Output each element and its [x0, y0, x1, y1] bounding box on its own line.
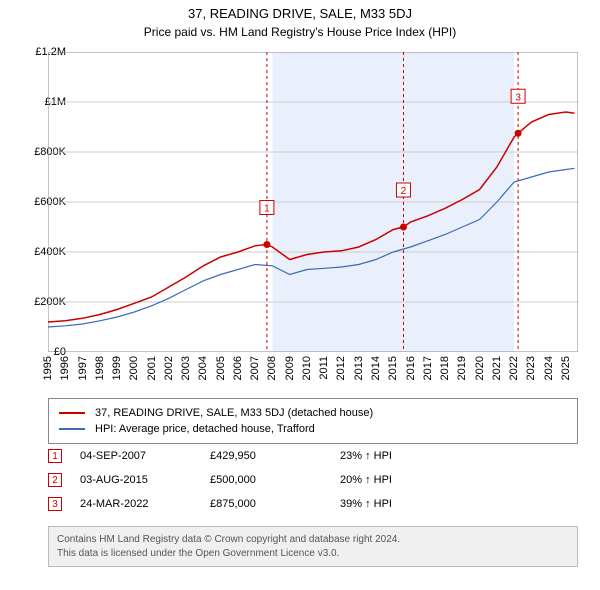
- event-price: £500,000: [210, 474, 340, 486]
- chart-subtitle: Price paid vs. HM Land Registry's House …: [0, 21, 600, 39]
- event-price: £429,950: [210, 450, 340, 462]
- table-row: 2 03-AUG-2015 £500,000 20% ↑ HPI: [48, 468, 578, 492]
- x-tick-label: 2003: [180, 356, 192, 380]
- x-tick-label: 2008: [266, 356, 278, 380]
- event-badge: 3: [48, 497, 62, 511]
- x-tick-label: 1999: [111, 356, 123, 380]
- legend-item: 37, READING DRIVE, SALE, M33 5DJ (detach…: [59, 405, 567, 421]
- event-price: £875,000: [210, 498, 340, 510]
- x-tick-label: 2007: [249, 356, 261, 380]
- x-tick-label: 2024: [543, 356, 555, 380]
- legend: 37, READING DRIVE, SALE, M33 5DJ (detach…: [48, 398, 578, 444]
- x-tick-label: 2014: [370, 356, 382, 380]
- x-tick-label: 2010: [301, 356, 313, 380]
- x-tick-label: 2013: [353, 356, 365, 380]
- svg-text:3: 3: [515, 92, 521, 103]
- svg-text:1: 1: [264, 204, 270, 215]
- x-tick-label: 2011: [318, 356, 330, 380]
- event-badge: 1: [48, 449, 62, 463]
- x-tick-label: 2012: [335, 356, 347, 380]
- table-row: 1 04-SEP-2007 £429,950 23% ↑ HPI: [48, 444, 578, 468]
- legend-swatch: [59, 428, 85, 430]
- x-tick-label: 2004: [197, 356, 209, 380]
- event-delta: 23% ↑ HPI: [340, 450, 470, 462]
- events-table: 1 04-SEP-2007 £429,950 23% ↑ HPI 2 03-AU…: [48, 444, 578, 516]
- x-tick-label: 2023: [525, 356, 537, 380]
- legend-label: HPI: Average price, detached house, Traf…: [95, 423, 315, 435]
- x-tick-label: 1997: [77, 356, 89, 380]
- x-tick-label: 1995: [42, 356, 54, 380]
- x-tick-label: 2017: [422, 356, 434, 380]
- x-tick-label: 2020: [474, 356, 486, 380]
- line-chart: 1 2 3: [48, 52, 578, 352]
- footer-line: This data is licensed under the Open Gov…: [57, 547, 569, 561]
- x-tick-label: 2018: [439, 356, 451, 380]
- event-delta: 20% ↑ HPI: [340, 474, 470, 486]
- x-tick-label: 2001: [146, 356, 158, 380]
- event-badge: 2: [48, 473, 62, 487]
- x-tick-label: 2016: [405, 356, 417, 380]
- x-tick-label: 2015: [387, 356, 399, 380]
- event-date: 04-SEP-2007: [80, 450, 210, 462]
- svg-text:2: 2: [401, 186, 407, 197]
- event-date: 03-AUG-2015: [80, 474, 210, 486]
- x-tick-label: 2019: [456, 356, 468, 380]
- table-row: 3 24-MAR-2022 £875,000 39% ↑ HPI: [48, 492, 578, 516]
- x-tick-label: 2000: [128, 356, 140, 380]
- x-tick-label: 2009: [284, 356, 296, 380]
- attribution-footer: Contains HM Land Registry data © Crown c…: [48, 526, 578, 567]
- x-tick-label: 2006: [232, 356, 244, 380]
- x-tick-label: 2025: [560, 356, 572, 380]
- event-date: 24-MAR-2022: [80, 498, 210, 510]
- x-tick-label: 1998: [94, 356, 106, 380]
- x-tick-label: 1996: [59, 356, 71, 380]
- x-tick-label: 2005: [215, 356, 227, 380]
- legend-swatch: [59, 412, 85, 414]
- legend-label: 37, READING DRIVE, SALE, M33 5DJ (detach…: [95, 407, 373, 419]
- footer-line: Contains HM Land Registry data © Crown c…: [57, 533, 569, 547]
- chart-container: 37, READING DRIVE, SALE, M33 5DJ Price p…: [0, 0, 600, 590]
- event-delta: 39% ↑ HPI: [340, 498, 470, 510]
- x-tick-label: 2021: [491, 356, 503, 380]
- x-tick-label: 2002: [163, 356, 175, 380]
- x-tick-label: 2022: [508, 356, 520, 380]
- legend-item: HPI: Average price, detached house, Traf…: [59, 421, 567, 437]
- chart-title: 37, READING DRIVE, SALE, M33 5DJ: [0, 0, 600, 21]
